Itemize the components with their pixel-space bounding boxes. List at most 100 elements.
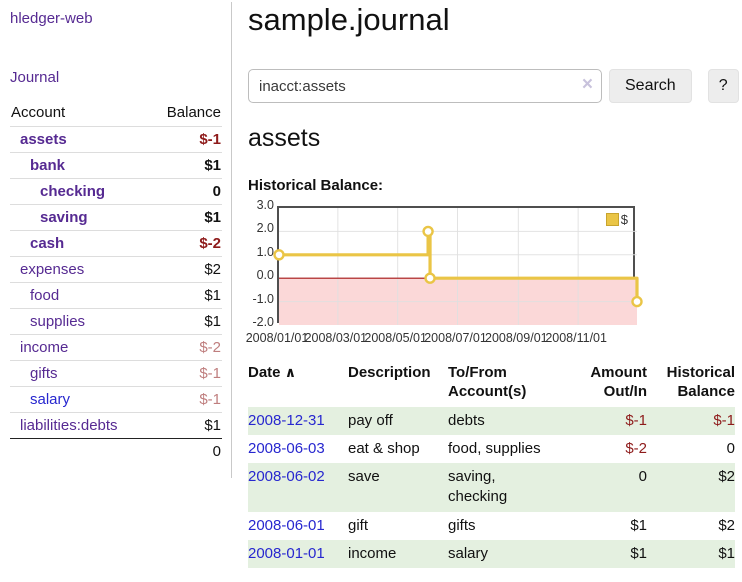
- column-header-amount: Amount Out/In: [590, 364, 647, 400]
- column-header-balance: Historical Balance: [666, 364, 735, 400]
- account-row: supplies $1: [10, 308, 222, 335]
- accounts-header-row: Account Balance: [10, 101, 222, 127]
- amount-cell: $-2: [625, 439, 647, 457]
- account-row: assets $-1: [10, 126, 222, 153]
- accounts-cell: food, supplies: [448, 439, 541, 457]
- account-row: bank $1: [10, 152, 222, 179]
- main-content: sample.journal × Search ? assets Histori…: [245, 2, 739, 568]
- account-balance: $-2: [149, 230, 222, 257]
- accounts-cell: saving, checking: [448, 468, 508, 506]
- balance-cell: 0: [726, 439, 735, 457]
- x-tick-label: 2008/05/01: [364, 331, 427, 345]
- account-link[interactable]: cash: [30, 235, 65, 252]
- account-link[interactable]: liabilities:debts: [20, 417, 118, 434]
- accounts-header-account: Account: [11, 104, 66, 121]
- account-heading: assets: [248, 124, 321, 152]
- date-link[interactable]: 2008-01-01: [248, 544, 325, 562]
- sort-ascending-icon: ∧: [284, 364, 297, 380]
- account-link[interactable]: income: [20, 339, 69, 356]
- column-header-date[interactable]: Date ∧: [248, 364, 297, 381]
- accounts-header-balance: Balance: [166, 104, 221, 121]
- y-tick-label: 0.0: [256, 268, 274, 283]
- account-balance: $-2: [149, 334, 222, 361]
- x-tick-label: 2008/03/01: [304, 331, 368, 345]
- y-tick-label: 1.0: [256, 244, 274, 259]
- sidebar-item-journal[interactable]: Journal: [10, 69, 60, 86]
- balance-cell: $2: [718, 468, 735, 485]
- date-link[interactable]: 2008-12-31: [248, 411, 325, 429]
- chart-legend: $: [605, 212, 628, 227]
- account-row: saving $1: [10, 204, 222, 231]
- account-link[interactable]: food: [30, 287, 60, 304]
- search-button[interactable]: Search: [609, 69, 692, 103]
- chart-title: Historical Balance:: [248, 177, 384, 194]
- sidebar: hledger-web Journal Account Balance asse…: [0, 2, 232, 478]
- accounts-cell: debts: [448, 411, 485, 429]
- historical-balance-chart: 3.0 2.0 1.0 0.0 -1.0 -2.0 $ 2008/01/01 2008/03…: [245, 198, 738, 349]
- date-link[interactable]: 2008-06-03: [248, 439, 325, 457]
- chart-plot-area: $: [273, 206, 643, 325]
- x-tick-label: 2008/09/01: [485, 331, 548, 345]
- account-balance: $1: [149, 308, 222, 335]
- date-link[interactable]: 2008-06-02: [248, 468, 325, 485]
- balance-cell: $-1: [713, 411, 735, 429]
- account-link[interactable]: supplies: [30, 313, 86, 330]
- account-balance: $2: [149, 256, 222, 283]
- amount-cell: $-1: [625, 411, 647, 429]
- x-tick-label: 2008/07/01: [424, 331, 487, 345]
- description-cell: gift: [348, 516, 369, 534]
- y-tick-label: -2.0: [252, 315, 274, 329]
- balance-cell: $1: [718, 544, 735, 562]
- account-row: food $1: [10, 282, 222, 309]
- account-link[interactable]: bank: [30, 157, 66, 174]
- account-balance: $-1: [149, 386, 222, 413]
- account-row: gifts $-1: [10, 360, 222, 387]
- amount-cell: $1: [630, 516, 647, 534]
- account-balance: $1: [149, 152, 222, 179]
- x-tick-label: 2008/11/01: [545, 331, 607, 345]
- register-row: 2008-06-03 eat & shop food, supplies $-2…: [248, 435, 735, 463]
- amount-cell: $1: [630, 544, 647, 562]
- accounts-table: Account Balance assets $-1 bank $1 check…: [10, 101, 222, 464]
- register-header-row: Date ∧ Description To/From Account(s) Am…: [248, 362, 735, 407]
- search-input[interactable]: [248, 69, 602, 103]
- accounts-total: 0: [149, 438, 222, 464]
- description-cell: eat & shop: [348, 439, 420, 457]
- column-header-description: Description: [348, 364, 431, 381]
- account-link[interactable]: expenses: [20, 261, 85, 278]
- register-row: 2008-06-01 gift gifts $1 $2: [248, 512, 735, 540]
- account-link[interactable]: gifts: [30, 365, 58, 382]
- description-cell: save: [348, 468, 380, 485]
- y-tick-label: -1.0: [252, 291, 274, 306]
- account-row: salary $-1: [10, 386, 222, 413]
- account-row: liabilities:debts $1: [10, 412, 222, 439]
- app-title-link[interactable]: hledger-web: [10, 10, 93, 27]
- account-row: expenses $2: [10, 256, 222, 283]
- y-tick-label: 2.0: [256, 221, 274, 236]
- help-button[interactable]: ?: [707, 69, 739, 103]
- legend-label: $: [620, 212, 628, 227]
- account-link[interactable]: salary: [30, 391, 71, 408]
- y-tick-label: 3.0: [256, 198, 274, 212]
- account-balance: $-1: [149, 126, 222, 153]
- account-balance: $1: [149, 204, 222, 231]
- account-link[interactable]: checking: [40, 183, 106, 200]
- x-tick-label: 2008/01/01: [245, 331, 309, 345]
- account-balance: $1: [149, 282, 222, 309]
- amount-cell: 0: [638, 468, 647, 485]
- accounts-cell: gifts: [448, 516, 476, 534]
- account-balance: $1: [149, 412, 222, 439]
- page-title: sample.journal: [248, 2, 450, 37]
- description-cell: income: [348, 544, 397, 562]
- register-row: 2008-12-31 pay off debts $-1 $-1: [248, 406, 735, 435]
- register-table: Date ∧ Description To/From Account(s) Am…: [248, 362, 735, 568]
- accounts-total-row: 0: [10, 438, 222, 464]
- date-link[interactable]: 2008-06-01: [248, 516, 325, 534]
- register-row: 2008-01-01 income salary $1 $1: [248, 539, 735, 568]
- balance-cell: $2: [718, 516, 735, 534]
- account-row: income $-2: [10, 334, 222, 361]
- account-balance: 0: [149, 178, 222, 205]
- account-link[interactable]: assets: [20, 131, 67, 148]
- clear-search-icon[interactable]: ×: [581, 74, 593, 95]
- account-link[interactable]: saving: [40, 209, 88, 226]
